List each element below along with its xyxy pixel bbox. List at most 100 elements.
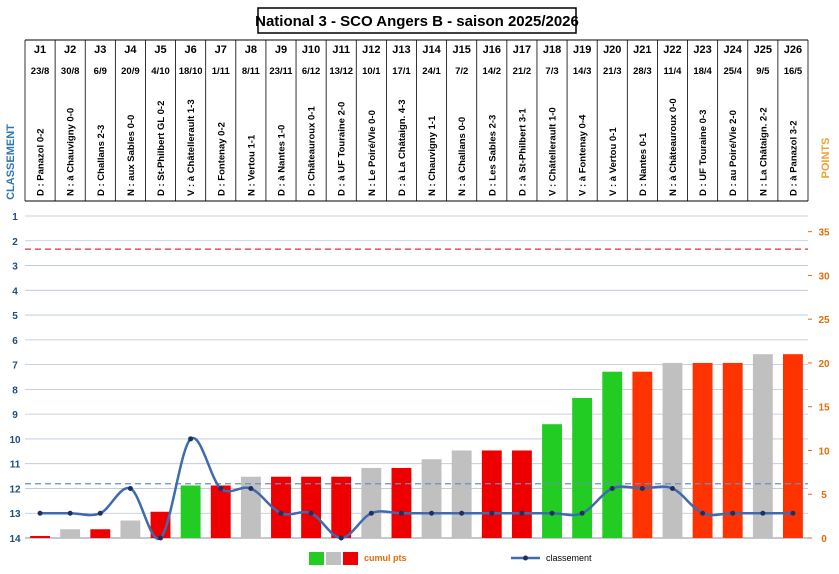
round-label: J15 bbox=[452, 44, 470, 56]
points-bar bbox=[632, 371, 653, 538]
right-axis-ticks: 0 5 10 15 20 25 30 35 bbox=[808, 228, 830, 545]
round-date: 7/2 bbox=[455, 66, 468, 77]
round-label: J10 bbox=[302, 44, 320, 56]
round-label: J16 bbox=[483, 44, 501, 56]
legend-line-marker bbox=[523, 555, 528, 561]
left-tick-label: 3 bbox=[12, 262, 18, 273]
round-date: 7/3 bbox=[545, 66, 558, 77]
match-result-label: D : à UF Touraine 2-0 bbox=[337, 102, 348, 196]
points-bar bbox=[361, 467, 382, 538]
round-label: J7 bbox=[215, 44, 227, 56]
match-result-label: N : à Challans 0-0 bbox=[457, 117, 468, 196]
round-date: 14/2 bbox=[483, 66, 502, 77]
points-bar bbox=[752, 354, 773, 538]
round-label: J5 bbox=[154, 44, 166, 56]
round-label: J8 bbox=[245, 44, 257, 56]
match-result-label: D : à St-Philbert 3-1 bbox=[517, 108, 528, 196]
round-date: 28/3 bbox=[633, 66, 652, 77]
round-label: J6 bbox=[185, 44, 197, 56]
round-date: 21/3 bbox=[603, 66, 622, 77]
points-bar bbox=[180, 485, 201, 538]
points-bar bbox=[331, 476, 352, 538]
round-date: 6/9 bbox=[94, 66, 107, 77]
left-tick-label: 13 bbox=[9, 509, 21, 520]
classement-point bbox=[67, 510, 73, 516]
match-result-label: N : à Châteauroux 0-0 bbox=[668, 98, 679, 196]
classement-point bbox=[218, 485, 224, 491]
round-date: 18/10 bbox=[179, 66, 203, 77]
round-date: 1/11 bbox=[212, 66, 231, 77]
match-result-label: N : La Châtaign. 2-2 bbox=[758, 107, 769, 196]
classement-point bbox=[519, 510, 525, 516]
round-label: J13 bbox=[392, 44, 410, 56]
match-result-label: D : St-Philbert GL 0-2 bbox=[156, 101, 167, 196]
round-date: 9/5 bbox=[756, 66, 770, 77]
left-axis-label: CLASSEMENT bbox=[5, 124, 17, 200]
points-bar bbox=[210, 485, 231, 538]
match-result-label: D : Challans 2-3 bbox=[96, 125, 107, 196]
points-bar bbox=[662, 362, 683, 538]
legend-swatch-loss bbox=[343, 552, 358, 565]
round-label: J1 bbox=[34, 44, 46, 56]
classement-point bbox=[700, 510, 706, 516]
grid-lines bbox=[25, 215, 808, 539]
classement-point bbox=[429, 510, 435, 516]
round-date: 20/9 bbox=[121, 66, 140, 77]
round-label: J24 bbox=[724, 44, 743, 56]
classement-point bbox=[790, 510, 796, 516]
match-result-label: D : Fontenay 0-2 bbox=[216, 122, 227, 196]
classement-point bbox=[730, 510, 736, 516]
legend-label-points: cumul pts bbox=[364, 553, 407, 563]
points-bar bbox=[572, 397, 593, 538]
round-date: 8/11 bbox=[242, 66, 261, 77]
left-tick-label: 12 bbox=[9, 484, 21, 495]
left-tick-label: 14 bbox=[9, 534, 21, 545]
points-bar bbox=[120, 520, 141, 538]
classement-point bbox=[489, 510, 495, 516]
rounds-header: J1 23/8 D : Panazol 0-2 J2 30/8 N : à Chauvig… bbox=[24, 39, 809, 202]
round-date: 11/4 bbox=[663, 66, 682, 77]
match-result-label: D : Les Sables 2-3 bbox=[487, 115, 498, 196]
round-date: 21/2 bbox=[513, 66, 532, 77]
round-date: 16/5 bbox=[784, 66, 803, 77]
round-label: J2 bbox=[64, 44, 76, 56]
match-result-label: D : UF Touraine 0-3 bbox=[698, 110, 709, 196]
match-result-label: V : à Fontenay 0-4 bbox=[578, 114, 589, 196]
right-tick-label: 20 bbox=[818, 359, 830, 370]
round-label: J9 bbox=[275, 44, 287, 56]
match-result-label: N : Vertou 1-1 bbox=[246, 134, 257, 196]
classement-point bbox=[308, 510, 314, 516]
points-bar bbox=[451, 450, 472, 538]
right-tick-label: 10 bbox=[818, 446, 830, 457]
classement-point bbox=[639, 485, 645, 491]
round-date: 14/3 bbox=[573, 66, 592, 77]
match-result-label: N : aux Sables 0-0 bbox=[126, 115, 137, 196]
chart-title-box bbox=[257, 7, 577, 34]
points-bar bbox=[783, 354, 803, 538]
round-date: 6/12 bbox=[302, 66, 321, 77]
left-tick-label: 5 bbox=[12, 311, 18, 322]
classement-point bbox=[97, 510, 103, 516]
left-tick-label: 10 bbox=[9, 435, 21, 446]
classement-point bbox=[338, 535, 344, 541]
chart-title-group: National 3 - SCO Angers B - saison 2025/… bbox=[255, 7, 579, 34]
right-tick-label: 15 bbox=[818, 403, 830, 414]
match-result-label: D : à La Châtaign. 4-3 bbox=[397, 99, 408, 196]
round-label: J21 bbox=[633, 44, 651, 56]
classement-point bbox=[158, 535, 164, 541]
left-tick-label: 11 bbox=[10, 460, 21, 471]
round-date: 13/12 bbox=[329, 66, 353, 77]
classement-point bbox=[248, 485, 254, 491]
left-tick-label: 4 bbox=[12, 286, 18, 297]
round-label: J19 bbox=[573, 44, 591, 56]
round-date: 17/1 bbox=[392, 66, 411, 77]
left-tick-label: 8 bbox=[12, 385, 18, 396]
points-bar bbox=[271, 476, 291, 538]
round-label: J25 bbox=[754, 44, 772, 56]
points-bar bbox=[692, 362, 713, 538]
left-tick-label: 9 bbox=[12, 410, 18, 421]
round-label: J11 bbox=[332, 44, 350, 56]
classement-point bbox=[37, 510, 43, 516]
